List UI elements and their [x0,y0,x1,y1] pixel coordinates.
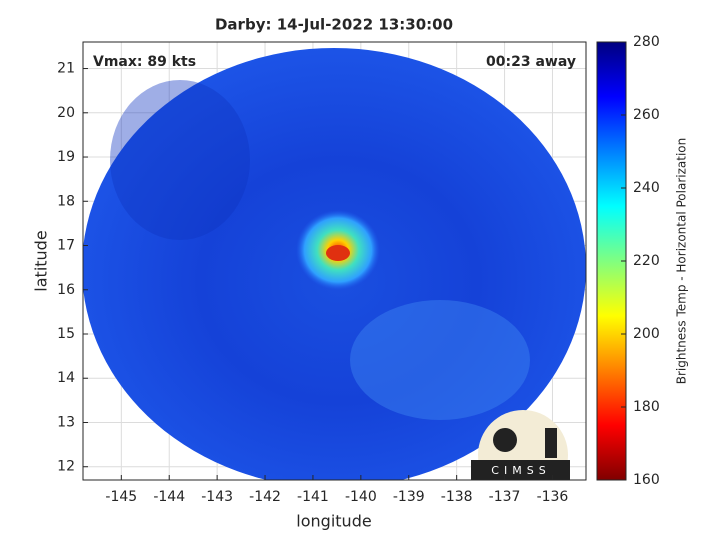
satellite-image [83,48,586,480]
colorbar-tick-label: 280 [633,34,660,50]
y-tick-label: 15 [57,326,75,342]
colorbar-tick-label: 260 [633,107,660,123]
colorbar-tick-label: 200 [633,326,660,342]
y-tick-label: 18 [57,193,75,209]
y-tick-label: 14 [57,370,75,386]
colorbar-tick-label: 240 [633,180,660,196]
y-tick-label: 12 [57,459,75,475]
colorbar-tick-label: 220 [633,253,660,269]
y-tick-label: 13 [57,414,75,430]
x-tick-label: -140 [345,489,377,505]
logo-text: CIMSS [491,464,550,477]
x-tick-label: -136 [537,489,569,505]
y-tick-label: 21 [57,61,75,77]
x-tick-label: -143 [201,489,233,505]
plot-frame [82,41,587,481]
colorbar-tick-label: 180 [633,399,660,415]
x-tick-label: -145 [105,489,137,505]
chart-title: Darby: 14-Jul-2022 13:30:00 [215,16,453,34]
y-tick-label: 20 [57,105,75,121]
y-tick-label: 16 [57,282,75,298]
y-axis-label: latitude [32,230,51,291]
x-tick-label: -141 [297,489,329,505]
x-tick-label: -137 [489,489,521,505]
colorbar-tick-label: 160 [633,472,660,488]
colorbar-label: Brightness Temp - Horizontal Polarizatio… [675,138,689,385]
annotation: Vmax: 89 kts [93,54,196,70]
cimss-logo: CIMSS [471,410,570,480]
y-tick-label: 19 [57,149,75,165]
x-tick-label: -139 [393,489,425,505]
x-tick-label: -138 [441,489,473,505]
y-tick-label: 17 [57,238,75,254]
annotation: 00:23 away [486,54,576,70]
x-tick-label: -144 [153,489,185,505]
x-axis-label: longitude [296,512,371,531]
x-tick-label: -142 [249,489,281,505]
